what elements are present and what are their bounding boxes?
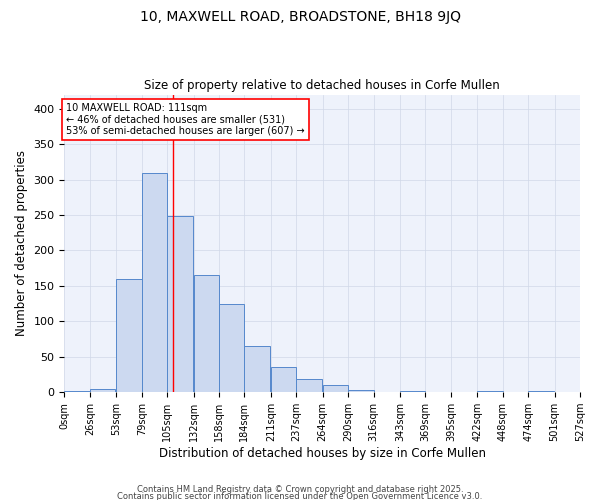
- Bar: [116, 279, 142, 392]
- Bar: [323, 385, 348, 392]
- Bar: [64, 391, 90, 392]
- Text: Contains public sector information licensed under the Open Government Licence v3: Contains public sector information licen…: [118, 492, 482, 500]
- Bar: [244, 346, 270, 392]
- Bar: [348, 390, 374, 392]
- Bar: [219, 304, 244, 392]
- Text: 10 MAXWELL ROAD: 111sqm
← 46% of detached houses are smaller (531)
53% of semi-d: 10 MAXWELL ROAD: 111sqm ← 46% of detache…: [67, 103, 305, 136]
- Bar: [296, 380, 322, 392]
- Text: Contains HM Land Registry data © Crown copyright and database right 2025.: Contains HM Land Registry data © Crown c…: [137, 485, 463, 494]
- Bar: [142, 172, 167, 392]
- Bar: [167, 216, 193, 392]
- X-axis label: Distribution of detached houses by size in Corfe Mullen: Distribution of detached houses by size …: [159, 447, 486, 460]
- Bar: [271, 368, 296, 392]
- Title: Size of property relative to detached houses in Corfe Mullen: Size of property relative to detached ho…: [145, 79, 500, 92]
- Bar: [477, 391, 503, 392]
- Bar: [528, 391, 554, 392]
- Y-axis label: Number of detached properties: Number of detached properties: [15, 150, 28, 336]
- Bar: [194, 276, 219, 392]
- Bar: [90, 388, 115, 392]
- Text: 10, MAXWELL ROAD, BROADSTONE, BH18 9JQ: 10, MAXWELL ROAD, BROADSTONE, BH18 9JQ: [139, 10, 461, 24]
- Bar: [400, 391, 425, 392]
